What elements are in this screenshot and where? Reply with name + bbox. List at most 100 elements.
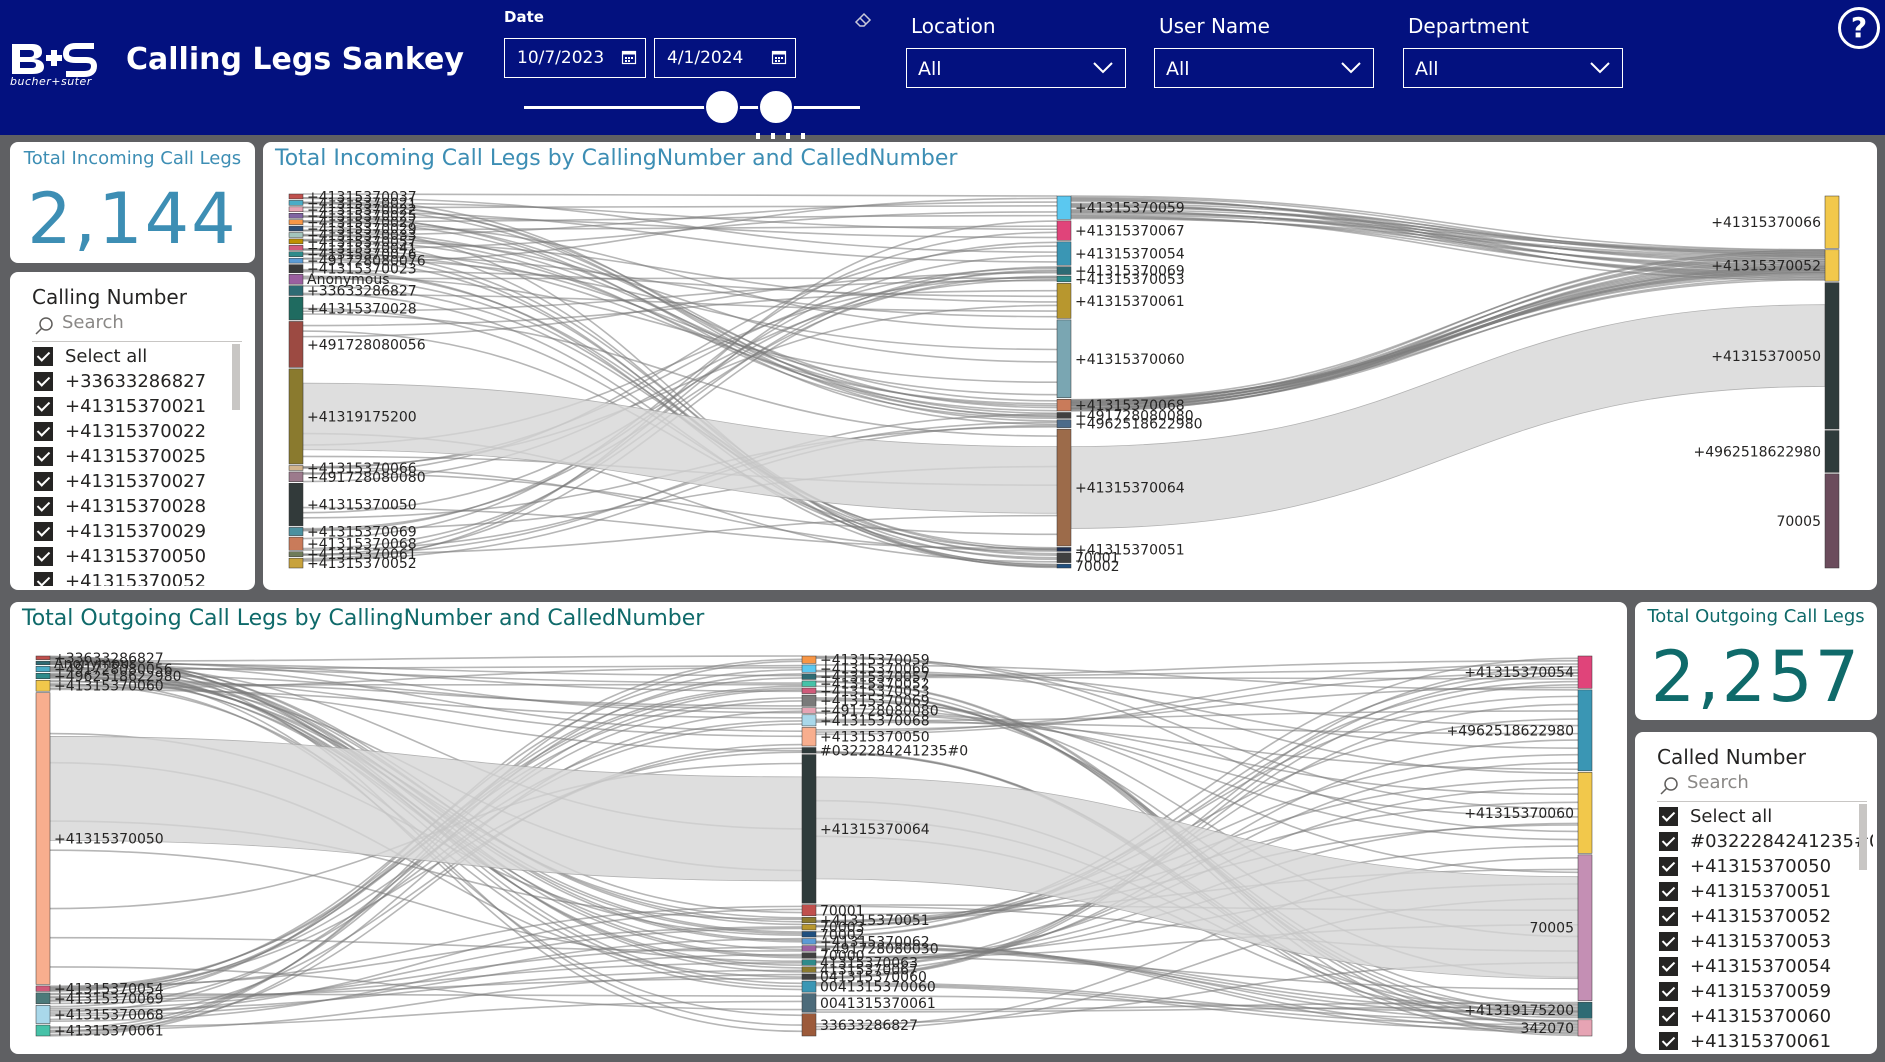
sankey-node[interactable] xyxy=(801,973,817,980)
sankey-node[interactable] xyxy=(801,966,817,973)
sankey-node[interactable] xyxy=(288,527,304,536)
sankey-node[interactable] xyxy=(801,959,817,966)
slicer-item[interactable]: +41315370059 xyxy=(1645,979,1873,1004)
sankey-node[interactable] xyxy=(801,747,817,754)
user-name-dropdown[interactable]: All xyxy=(1154,48,1374,88)
called-search-input[interactable]: Search xyxy=(1657,772,1867,802)
sankey-node[interactable] xyxy=(1056,241,1072,266)
sankey-node[interactable] xyxy=(1056,419,1072,428)
slicer-item[interactable]: +41315370052 xyxy=(20,569,240,586)
slicer-item[interactable]: +41315370054 xyxy=(1645,954,1873,979)
sankey-node[interactable] xyxy=(1824,430,1840,473)
sankey-node[interactable] xyxy=(35,1005,51,1024)
sankey-node[interactable] xyxy=(1056,563,1072,569)
sankey-node[interactable] xyxy=(288,274,304,285)
sankey-node[interactable] xyxy=(1577,1019,1593,1037)
select-all-item[interactable]: Select all xyxy=(1645,804,1873,829)
sankey-node[interactable] xyxy=(801,680,817,687)
slicer-item[interactable]: +41315370050 xyxy=(1645,854,1873,879)
sankey-node[interactable] xyxy=(801,694,817,707)
sankey-node[interactable] xyxy=(801,904,817,917)
slicer-item[interactable]: +33633286827 xyxy=(20,369,240,394)
sankey-node[interactable] xyxy=(801,952,817,959)
sankey-node[interactable] xyxy=(288,264,304,274)
sankey-node[interactable] xyxy=(288,232,304,238)
sankey-node[interactable] xyxy=(1056,412,1072,419)
sankey-node[interactable] xyxy=(35,660,51,666)
checkbox-checked-icon[interactable] xyxy=(1659,907,1678,926)
checkbox-checked-icon[interactable] xyxy=(34,397,53,416)
sankey-node[interactable] xyxy=(1056,275,1072,283)
checkbox-checked-icon[interactable] xyxy=(34,422,53,441)
sankey-node[interactable] xyxy=(1056,547,1072,552)
sankey-node[interactable] xyxy=(1056,195,1072,220)
slicer-item[interactable]: +41315370022 xyxy=(20,419,240,444)
department-dropdown[interactable]: All xyxy=(1403,48,1623,88)
sankey-node[interactable] xyxy=(288,257,304,264)
checkbox-checked-icon[interactable] xyxy=(34,347,53,366)
sankey-node[interactable] xyxy=(288,471,304,483)
sankey-node[interactable] xyxy=(35,655,51,660)
date-from-input[interactable]: 10/7/2023 xyxy=(504,38,646,78)
sankey-node[interactable] xyxy=(288,238,304,245)
sankey-node[interactable] xyxy=(801,917,817,924)
clear-filter-eraser-icon[interactable] xyxy=(852,8,874,30)
sankey-node[interactable] xyxy=(801,938,817,945)
slicer-item[interactable]: +41315370052 xyxy=(1645,904,1873,929)
select-all-item[interactable]: Select all xyxy=(20,344,240,369)
sankey-node[interactable] xyxy=(801,664,817,673)
calendar-icon[interactable] xyxy=(771,49,787,65)
slicer-item[interactable]: +41315370025 xyxy=(20,444,240,469)
location-dropdown[interactable]: All xyxy=(906,48,1126,88)
sankey-node[interactable] xyxy=(1056,428,1072,547)
slicer-item[interactable]: +41315370061 xyxy=(1645,1029,1873,1050)
sankey-node[interactable] xyxy=(35,992,51,1005)
sankey-node[interactable] xyxy=(801,945,817,952)
slicer-scrollbar[interactable] xyxy=(1859,804,1867,870)
sankey-node[interactable] xyxy=(1056,319,1072,399)
checkbox-checked-icon[interactable] xyxy=(34,547,53,566)
checkbox-checked-icon[interactable] xyxy=(1659,932,1678,951)
sankey-node[interactable] xyxy=(1577,689,1593,772)
sankey-node[interactable] xyxy=(288,483,304,527)
date-range-end-handle[interactable] xyxy=(758,89,794,125)
sankey-node[interactable] xyxy=(35,666,51,673)
sankey-node[interactable] xyxy=(288,225,304,232)
sankey-node[interactable] xyxy=(801,1013,817,1037)
sankey-node[interactable] xyxy=(801,754,817,904)
sankey-node[interactable] xyxy=(1056,266,1072,275)
sankey-node[interactable] xyxy=(288,321,304,368)
date-to-input[interactable]: 4/1/2024 xyxy=(654,38,796,78)
sankey-node[interactable] xyxy=(1577,655,1593,689)
help-icon[interactable]: ? xyxy=(1838,7,1880,49)
checkbox-checked-icon[interactable] xyxy=(1659,1032,1678,1050)
checkbox-checked-icon[interactable] xyxy=(1659,957,1678,976)
slicer-item[interactable]: +41315370021 xyxy=(20,394,240,419)
checkbox-checked-icon[interactable] xyxy=(1659,882,1678,901)
slicer-item[interactable]: +41315370050 xyxy=(20,544,240,569)
sankey-node[interactable] xyxy=(1056,283,1072,319)
sankey-node[interactable] xyxy=(288,557,304,569)
sankey-node[interactable] xyxy=(1056,552,1072,563)
slicer-item[interactable]: +41315370051 xyxy=(1645,879,1873,904)
sankey-node[interactable] xyxy=(801,924,817,931)
sankey-node[interactable] xyxy=(288,296,304,321)
sankey-node[interactable] xyxy=(288,368,304,465)
sankey-node[interactable] xyxy=(35,673,51,679)
slicer-item[interactable]: +41315370028 xyxy=(20,494,240,519)
sankey-node[interactable] xyxy=(1577,854,1593,1001)
date-range-start-handle[interactable] xyxy=(704,89,740,125)
sankey-node[interactable] xyxy=(801,707,817,714)
slicer-item[interactable]: +41315370027 xyxy=(20,469,240,494)
slicer-scrollbar[interactable] xyxy=(232,344,240,410)
sankey-node[interactable] xyxy=(801,980,817,993)
checkbox-checked-icon[interactable] xyxy=(1659,982,1678,1001)
slicer-item[interactable]: +41315370029 xyxy=(20,519,240,544)
slicer-item[interactable]: +41315370060 xyxy=(1645,1004,1873,1029)
sankey-node[interactable] xyxy=(801,714,817,727)
sankey-node[interactable] xyxy=(1824,282,1840,430)
sankey-node[interactable] xyxy=(288,551,304,557)
date-range-slider-track[interactable] xyxy=(524,106,860,109)
sankey-node[interactable] xyxy=(288,213,304,219)
checkbox-checked-icon[interactable] xyxy=(34,572,53,586)
